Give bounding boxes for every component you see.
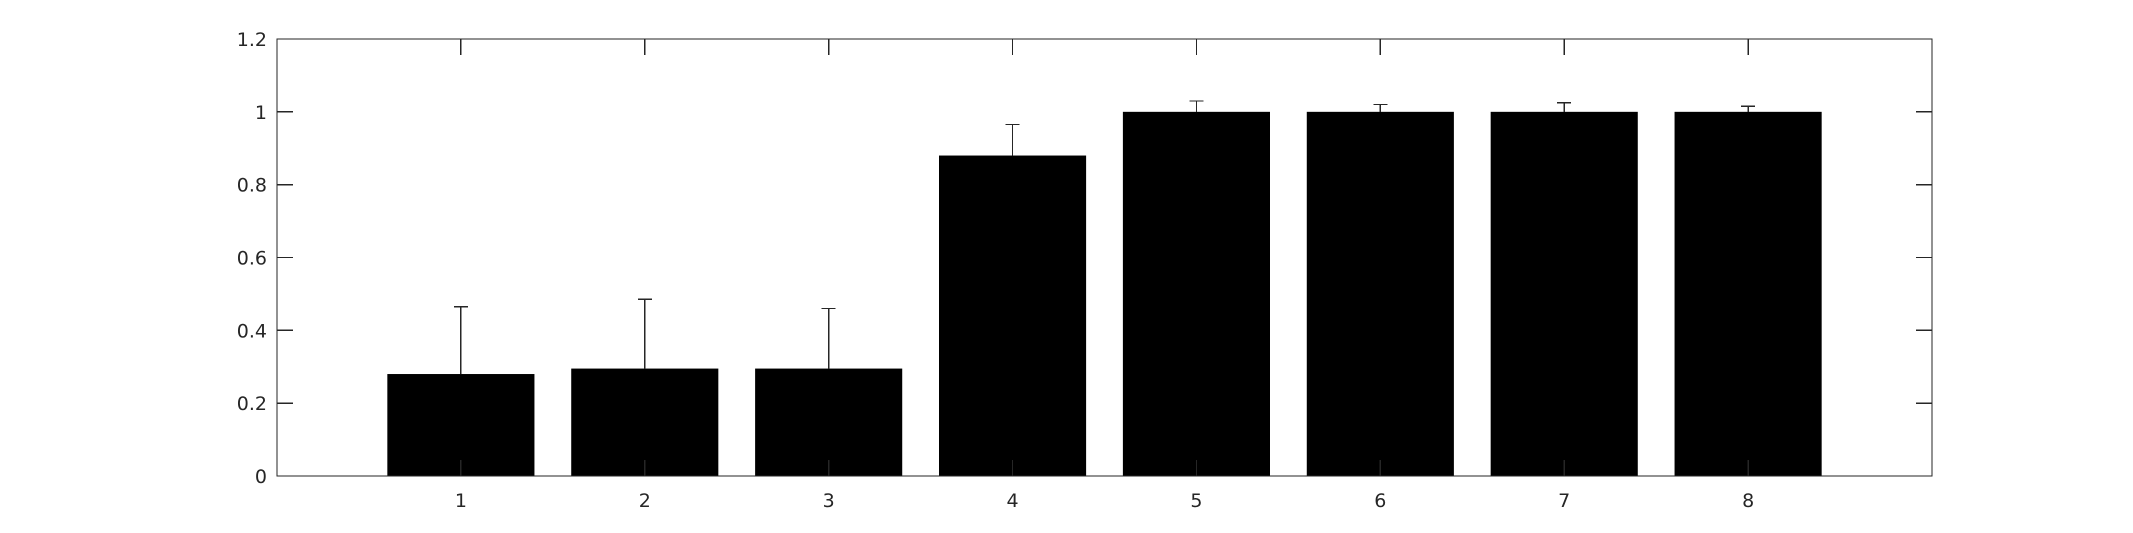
y-tick-label-4: 0.8 [237,175,267,197]
x-tick-label-6: 6 [1374,490,1386,512]
bar-8 [1674,111,1822,476]
y-tick-label-6: 1.2 [237,29,267,51]
bar-3 [755,368,903,476]
x-tick-label-1: 1 [455,490,467,512]
bar-1 [387,374,535,476]
x-tick-labels: 1 2 3 4 5 6 7 8 [455,490,1754,512]
error-bars-group [453,100,1756,375]
bar-4 [939,155,1087,477]
x-tick-label-2: 2 [639,490,651,512]
bar-6 [1306,111,1454,476]
y-tick-label-3: 0.6 [237,248,267,270]
x-tick-label-8: 8 [1742,490,1754,512]
plot-background [277,39,1932,476]
y-tick-label-0: 0 [255,466,267,488]
y-tick-label-1: 0.2 [237,393,267,415]
bar-5 [1122,111,1270,476]
bar-7 [1490,111,1638,476]
x-tick-label-7: 7 [1558,490,1570,512]
bars-group [387,111,1822,477]
x-tick-label-5: 5 [1190,490,1202,512]
y-tick-labels: 0 0.2 0.4 0.6 0.8 1 1.2 [237,29,267,488]
bar-2 [571,368,719,476]
plot-frame [276,38,1933,477]
x-tick-label-4: 4 [1007,490,1019,512]
x-tick-label-3: 3 [823,490,835,512]
y-tick-label-5: 1 [255,102,267,124]
y-tick-label-2: 0.4 [237,320,267,342]
